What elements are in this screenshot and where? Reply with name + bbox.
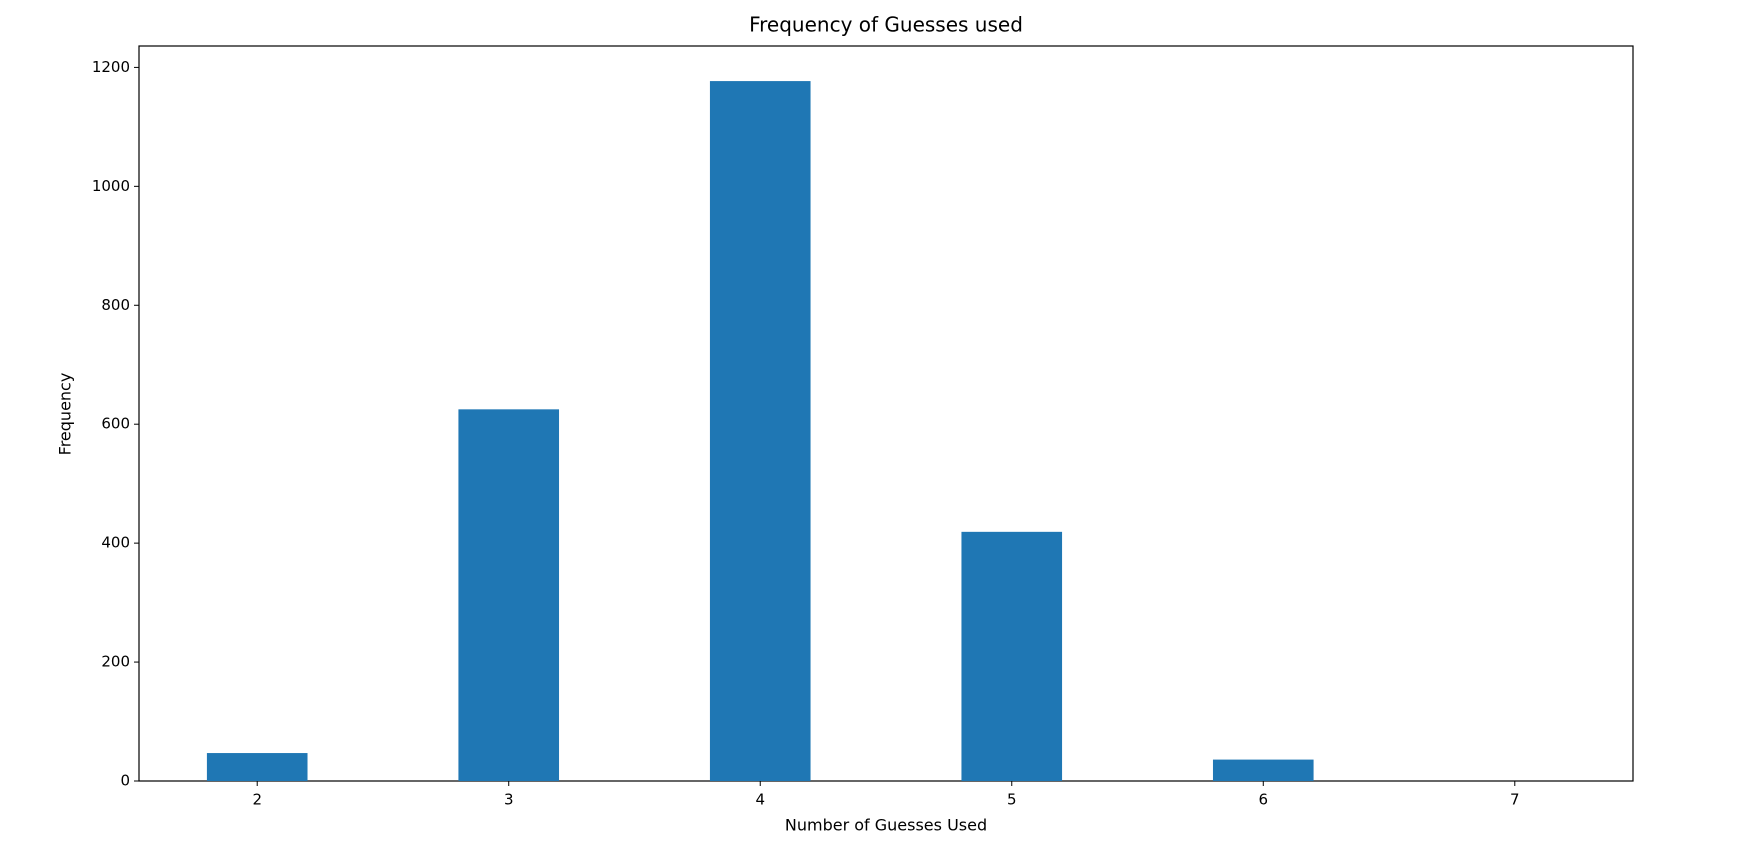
y-tick-label: 400 <box>101 534 130 552</box>
x-tick-label: 6 <box>1258 791 1268 809</box>
bar <box>206 753 308 781</box>
chart-title: Frequency of Guesses used <box>749 13 1023 37</box>
bar <box>458 409 560 781</box>
y-tick-label: 800 <box>101 296 130 314</box>
x-tick-label: 2 <box>252 791 262 809</box>
x-tick-label: 7 <box>1510 791 1520 809</box>
bar <box>961 531 1063 781</box>
y-tick-label: 600 <box>101 415 130 433</box>
y-tick-label: 1000 <box>92 177 130 195</box>
bar <box>709 81 811 781</box>
x-axis-label: Number of Guesses Used <box>785 816 987 835</box>
y-tick-label: 0 <box>120 772 130 790</box>
x-tick-label: 4 <box>755 791 765 809</box>
bar <box>1212 759 1314 781</box>
y-tick-label: 1200 <box>92 58 130 76</box>
plot-frame <box>138 45 1634 782</box>
x-tick-label: 3 <box>504 791 514 809</box>
y-axis-label: Frequency <box>56 373 75 456</box>
y-tick-label: 200 <box>101 653 130 671</box>
x-tick-label: 5 <box>1007 791 1017 809</box>
